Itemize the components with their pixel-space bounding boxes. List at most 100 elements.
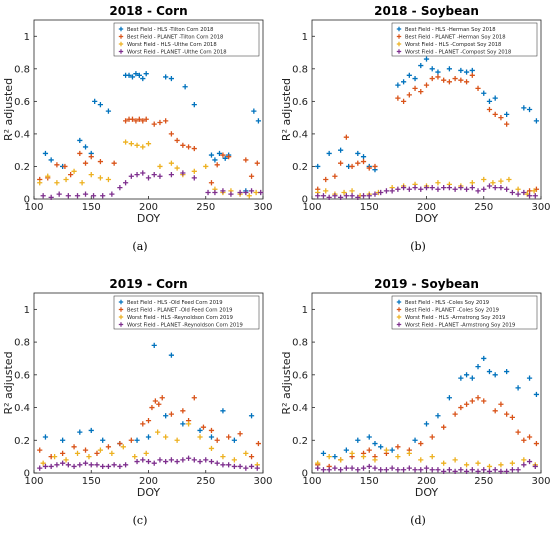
data-point	[320, 450, 327, 456]
x-axis-label: DOY	[415, 486, 439, 499]
x-axis-label: DOY	[415, 212, 439, 225]
data-point	[469, 467, 475, 473]
data-point	[509, 467, 515, 473]
y-tick-label: 0.4	[14, 403, 30, 414]
data-point	[532, 193, 538, 199]
data-point	[48, 157, 54, 163]
data-point	[254, 465, 260, 471]
data-point	[117, 185, 123, 191]
data-point	[157, 457, 163, 463]
legend-entry: Best Field - PLANET -Coles Soy 2019	[405, 308, 499, 314]
data-point	[212, 157, 218, 163]
data-point	[452, 468, 458, 474]
y-tick-label: 1	[302, 32, 308, 43]
data-point	[100, 193, 106, 199]
legend: Best Field - HLS -Old Feed Corn 2019 Best…	[113, 295, 260, 330]
data-point	[248, 188, 255, 194]
data-point	[378, 444, 384, 450]
series-3	[40, 170, 264, 200]
legend-entry: Worst Field - HLS -Reynoldson Corn 2019	[127, 315, 233, 321]
data-point	[231, 463, 237, 470]
data-point	[248, 463, 255, 470]
series-0	[42, 342, 255, 447]
data-point	[378, 467, 384, 473]
legend-marker	[118, 314, 124, 320]
data-point	[180, 408, 186, 414]
data-point	[149, 404, 155, 411]
data-point	[42, 434, 49, 440]
data-point	[481, 176, 487, 183]
data-point	[395, 454, 401, 460]
data-point	[145, 418, 152, 424]
data-point	[63, 457, 69, 463]
data-point	[185, 421, 192, 427]
legend-marker	[396, 26, 402, 32]
data-point	[117, 463, 123, 470]
data-point	[446, 185, 452, 191]
legend-entry: Best Field - PLANET -Tilton Corn 2018	[127, 35, 223, 41]
data-point	[132, 454, 138, 460]
data-point	[191, 395, 197, 401]
data-point	[486, 106, 493, 113]
data-point	[203, 163, 209, 170]
data-point	[243, 157, 249, 163]
series-1	[315, 72, 540, 194]
x-tick-label: 250	[196, 202, 215, 213]
data-point	[74, 450, 81, 456]
data-point	[423, 421, 430, 427]
data-point	[151, 460, 157, 466]
legend-entry: Best Field - HLS -Old Feed Corn 2019	[127, 300, 223, 306]
data-point	[395, 467, 401, 473]
data-point	[423, 82, 430, 88]
data-point	[134, 171, 140, 178]
data-point	[126, 72, 132, 78]
data-point	[486, 463, 493, 470]
data-point	[435, 180, 441, 186]
data-point	[197, 434, 203, 440]
data-point	[40, 193, 46, 199]
data-point	[82, 447, 89, 453]
data-point	[526, 434, 533, 440]
data-point	[452, 457, 458, 463]
x-axis-label: DOY	[137, 212, 161, 225]
data-point	[60, 437, 66, 443]
data-point	[406, 92, 412, 98]
data-point	[486, 468, 493, 474]
data-point	[355, 160, 361, 166]
data-point	[37, 465, 43, 471]
data-point	[94, 450, 100, 456]
y-tick-label: 0.4	[292, 129, 308, 140]
data-point	[145, 175, 152, 181]
data-point	[355, 467, 361, 473]
legend-marker	[396, 322, 402, 327]
data-point	[412, 75, 418, 82]
data-point	[492, 95, 498, 101]
legend: Best Field - HLS -Tilton Corn 2018 Best F…	[113, 22, 260, 57]
data-point	[157, 173, 163, 179]
data-point	[412, 437, 418, 443]
data-point	[145, 434, 152, 440]
data-point	[366, 463, 372, 470]
data-point	[521, 462, 527, 468]
data-point	[526, 375, 533, 381]
data-point	[82, 144, 89, 150]
data-point	[446, 79, 452, 85]
data-point	[429, 434, 435, 440]
data-point	[532, 463, 538, 470]
legend-entry: Worst Field - PLANET -Reynoldson Corn 20…	[127, 323, 243, 329]
data-point	[498, 401, 504, 407]
data-point	[418, 467, 424, 473]
data-point	[326, 194, 332, 200]
data-point	[406, 186, 412, 192]
x-tick-label: 100	[24, 476, 43, 487]
y-tick-label: 0.6	[14, 370, 30, 381]
data-point	[526, 188, 533, 194]
data-point	[332, 193, 338, 199]
x-tick-label: 200	[139, 476, 158, 487]
data-point	[515, 191, 521, 197]
data-point	[332, 173, 338, 179]
data-point	[435, 69, 441, 75]
data-point	[515, 186, 521, 192]
data-point	[372, 440, 378, 447]
y-tick-label: 0.4	[292, 403, 308, 414]
